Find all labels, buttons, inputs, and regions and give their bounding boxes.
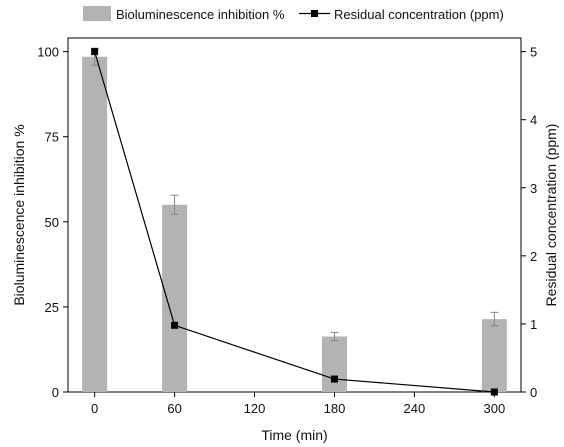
x-tick-label: 240 — [404, 401, 426, 416]
x-axis-title: Time (min) — [261, 427, 327, 443]
x-tick-label: 300 — [484, 401, 506, 416]
bar — [481, 319, 507, 392]
y-left-tick-label: 50 — [45, 215, 59, 230]
bar — [321, 336, 347, 392]
data-point — [171, 321, 179, 329]
legend: Bioluminescence inhibition % Residual co… — [83, 6, 504, 22]
bars-layer — [82, 47, 507, 392]
legend-line-marker — [311, 10, 318, 17]
y-left-tick-label: 0 — [52, 385, 59, 400]
bar — [162, 204, 188, 392]
y-left-tick-label: 75 — [45, 130, 59, 145]
y-right-tick-label: 3 — [530, 181, 537, 196]
y-left-axis-title: Bioluminescence inhibition % — [11, 124, 27, 305]
plot-frame — [67, 37, 522, 393]
legend-bar-swatch — [83, 6, 111, 21]
y-right-tick-label: 2 — [530, 249, 537, 264]
y-left-tick-label: 25 — [45, 300, 59, 315]
y-axis-left: 0 25 50 75 100 — [37, 45, 68, 400]
legend-line-label: Residual concentration (ppm) — [334, 7, 504, 22]
y-right-axis-title: Residual concentration (ppm) — [543, 124, 559, 307]
x-tick-label: 60 — [167, 401, 181, 416]
x-tick-label: 180 — [324, 401, 346, 416]
series-line — [94, 51, 495, 393]
x-tick-label: 120 — [244, 401, 266, 416]
x-axis: 0 60 120 180 240 300 — [91, 392, 505, 416]
y-right-tick-label: 0 — [530, 385, 537, 400]
y-axis-right: 0 1 2 3 4 5 — [521, 45, 537, 400]
x-tick-label: 0 — [91, 401, 98, 416]
y-left-tick-label: 100 — [37, 45, 59, 60]
y-right-tick-label: 5 — [530, 45, 537, 60]
line-layer — [91, 48, 498, 396]
data-point — [330, 375, 338, 383]
y-right-tick-label: 4 — [530, 113, 537, 128]
bar — [82, 56, 108, 392]
y-right-tick-label: 1 — [530, 317, 537, 332]
legend-bar-label: Bioluminescence inhibition % — [116, 7, 285, 22]
data-point — [91, 48, 99, 56]
